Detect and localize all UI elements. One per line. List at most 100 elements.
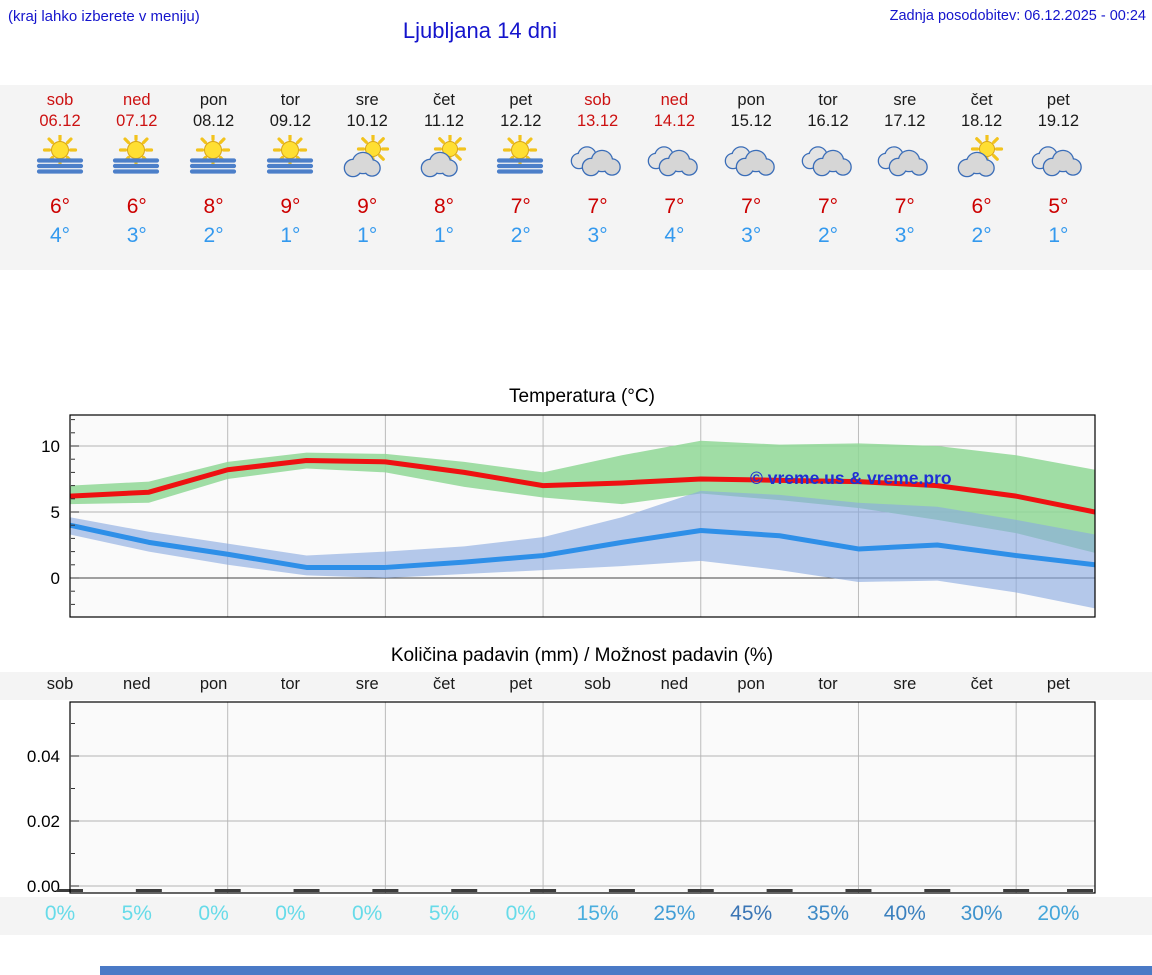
day-min-temp: 1°: [1048, 224, 1069, 247]
sun-cloud-icon: [343, 135, 389, 178]
day-min-temp: 4°: [49, 224, 71, 247]
precip-day-label: čet: [970, 675, 993, 693]
sun-fog-icon: [36, 135, 83, 174]
precip-bar: [530, 889, 557, 892]
precip-bar: [845, 889, 872, 892]
forecast-day-column: ned 14.12 7° 4°: [636, 85, 713, 270]
day-min-temp: 2°: [817, 224, 839, 247]
precip-bar: [924, 889, 951, 892]
forecast-day-column: tor 09.12 9° 1°: [252, 85, 329, 270]
precip-day-label: sre: [893, 675, 917, 693]
precip-day-label: pet: [509, 675, 533, 693]
day-date-label: 15.12: [730, 112, 772, 130]
watermark-link[interactable]: © vreme.us & vreme.pro: [750, 468, 952, 488]
precip-day-label: sob: [46, 675, 74, 693]
day-max-temp: 9°: [280, 195, 301, 218]
precip-probability-label: 15%: [576, 902, 619, 925]
day-date-label: 06.12: [39, 112, 81, 130]
precipitation-chart: 0.00 0.02 0.04: [27, 701, 1096, 896]
day-min-temp: 3°: [587, 224, 608, 247]
temp-ytick-label: 0: [51, 569, 60, 588]
day-date-label: 19.12: [1037, 112, 1080, 130]
day-name-label: pon: [737, 91, 765, 109]
day-max-temp: 7°: [664, 195, 685, 218]
precip-bar: [451, 889, 478, 892]
day-date-label: 18.12: [960, 112, 1003, 130]
day-date-label: 08.12: [192, 112, 235, 130]
sun-fog-icon: [113, 135, 160, 174]
day-min-temp: 1°: [357, 224, 378, 247]
temperature-chart-title: Temperatura (°C): [509, 386, 655, 407]
day-name-label: sre: [355, 91, 379, 109]
day-max-temp: 6°: [49, 195, 71, 218]
footer-bar: [100, 966, 1152, 975]
clouds-icon: [570, 146, 621, 177]
precip-bar: [214, 889, 241, 892]
temp-ytick-label: 5: [51, 503, 60, 522]
day-date-label: 17.12: [884, 112, 926, 130]
day-min-temp: 1°: [433, 224, 455, 247]
forecast-day-column: sre 10.12 9° 1°: [329, 85, 406, 270]
day-name-label: čet: [432, 91, 455, 109]
day-min-temp: 4°: [664, 224, 685, 247]
precip-bar: [135, 889, 162, 892]
temp-ytick-label: 10: [41, 437, 60, 456]
day-date-label: 10.12: [346, 112, 388, 130]
day-max-temp: 6°: [971, 195, 992, 218]
precip-ytick-label: 0.00: [27, 877, 60, 896]
day-date-label: 07.12: [116, 112, 158, 130]
location-menu-hint: (kraj lahko izberete v meniju): [8, 8, 200, 25]
clouds-icon: [1031, 146, 1082, 177]
last-updated-text: Zadnja posodobitev: 06.12.2025 - 00:24: [889, 8, 1146, 24]
day-min-temp: 2°: [203, 224, 224, 247]
forecast-day-column: tor 16.12 7° 2°: [790, 85, 867, 270]
precip-day-label: tor: [818, 675, 838, 693]
day-date-label: 09.12: [269, 112, 312, 130]
precip-probability-label: 30%: [960, 902, 1003, 925]
forecast-day-column: čet 18.12 6° 2°: [943, 85, 1020, 270]
precip-probability-label: 0%: [505, 902, 536, 925]
page-title: Ljubljana 14 dni: [402, 18, 558, 43]
day-max-temp: 7°: [894, 195, 915, 218]
precip-bar: [1003, 889, 1030, 892]
precip-day-label: sre: [355, 675, 379, 693]
day-name-label: ned: [660, 91, 689, 109]
precip-bar: [372, 889, 399, 892]
day-name-label: sob: [584, 91, 611, 109]
day-name-label: pet: [1046, 91, 1070, 109]
precip-day-label: pon: [199, 675, 228, 693]
precip-probability-label: 25%: [653, 902, 696, 925]
sun-fog-icon: [266, 135, 313, 174]
day-max-temp: 7°: [741, 195, 762, 218]
day-date-label: 16.12: [807, 112, 849, 130]
forecast-day-column: pet 12.12 7° 2°: [482, 85, 559, 270]
temperature-chart: 0 5 10 © vreme.us & vreme.pro: [41, 414, 1096, 618]
day-date-label: 11.12: [423, 112, 465, 130]
precip-probability-label: 0%: [44, 902, 76, 925]
precip-day-label: pon: [737, 675, 765, 693]
precip-probability-label: 45%: [730, 902, 773, 925]
day-min-temp: 2°: [510, 224, 531, 247]
precip-day-label: čet: [432, 675, 455, 693]
precip-bar: [687, 889, 714, 892]
precip-probability-label: 0%: [198, 902, 229, 925]
day-date-label: 12.12: [500, 112, 542, 130]
day-max-temp: 8°: [433, 195, 455, 218]
day-min-temp: 2°: [971, 224, 992, 247]
day-date-label: 13.12: [576, 112, 619, 130]
forecast-day-column: sob 06.12 6° 4°: [22, 85, 99, 270]
forecast-day-column: sob 13.12 7° 3°: [559, 85, 636, 270]
day-name-label: tor: [818, 91, 838, 109]
precip-day-label: ned: [660, 675, 689, 693]
day-max-temp: 9°: [357, 195, 378, 218]
precip-day-label: pet: [1046, 675, 1070, 693]
forecast-day-column: čet 11.12 8° 1°: [406, 85, 483, 270]
precip-probability-label: 20%: [1037, 902, 1080, 925]
day-name-label: sob: [46, 91, 74, 109]
forecast-strip: sob 06.12 6° 4° ned 07.12 6° 3° pon 08.12 8° 2° tor 0…: [0, 85, 1152, 270]
forecast-day-column: pon 15.12 7° 3°: [713, 85, 790, 270]
sun-cloud-icon: [420, 135, 466, 178]
sun-fog-icon: [189, 135, 237, 174]
clouds-icon: [724, 146, 775, 177]
